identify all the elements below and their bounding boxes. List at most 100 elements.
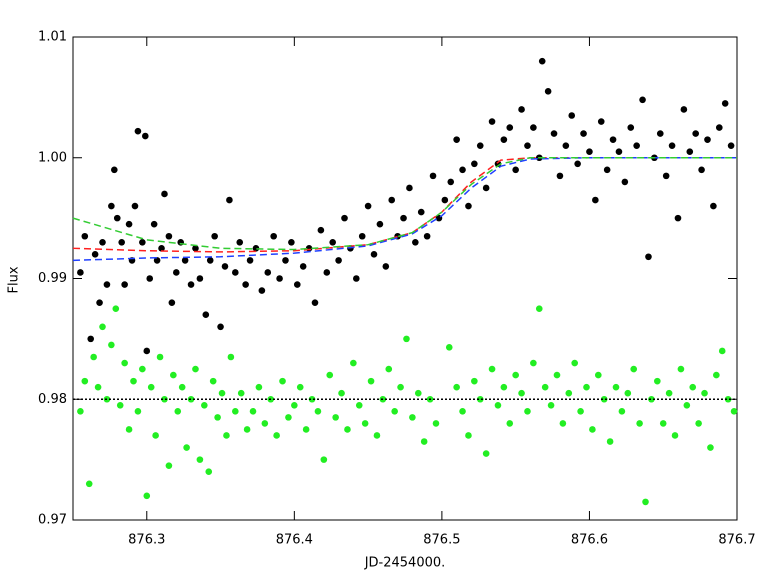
- data-point: [174, 408, 182, 415]
- data-point: [447, 178, 455, 186]
- data-point: [574, 160, 581, 168]
- data-point: [530, 124, 537, 131]
- model-line: [72, 157, 737, 253]
- data-point: [143, 492, 151, 500]
- x-tick-label: 876.6: [571, 533, 608, 548]
- data-point: [139, 238, 146, 246]
- data-point: [236, 238, 244, 246]
- data-point: [680, 106, 688, 113]
- data-point: [414, 389, 422, 397]
- data-point: [471, 160, 478, 168]
- data-point: [659, 420, 667, 427]
- data-point: [476, 395, 484, 403]
- data-point: [214, 414, 221, 421]
- data-point: [465, 432, 472, 439]
- data-point: [288, 238, 295, 246]
- data-point: [674, 214, 682, 222]
- data-point: [412, 238, 419, 246]
- data-point: [512, 166, 519, 174]
- data-point: [417, 208, 425, 216]
- data-point: [577, 408, 584, 415]
- data-point: [633, 142, 640, 149]
- x-tick-label: 876.5: [423, 533, 460, 548]
- data-point: [400, 214, 407, 222]
- data-point: [99, 238, 106, 246]
- data-point: [156, 353, 164, 361]
- data-point: [341, 214, 348, 222]
- data-point: [335, 257, 342, 264]
- data-point: [594, 371, 602, 379]
- data-point: [662, 172, 670, 180]
- data-point: [429, 172, 437, 180]
- data-point: [355, 401, 363, 409]
- data-point: [645, 253, 652, 261]
- y-tick-label: 1.00: [38, 150, 67, 165]
- data-point: [121, 359, 128, 367]
- data-point: [353, 275, 360, 282]
- data-point: [227, 353, 235, 361]
- data-point: [81, 232, 89, 240]
- data-point: [376, 220, 384, 228]
- data-point: [683, 401, 691, 409]
- data-point: [609, 136, 617, 143]
- data-point: [276, 275, 283, 282]
- data-point: [710, 202, 717, 210]
- data-point: [326, 371, 334, 379]
- data-point: [332, 414, 339, 421]
- data-point: [202, 311, 210, 319]
- data-point: [196, 275, 204, 282]
- data-point: [192, 365, 199, 373]
- data-point: [116, 401, 124, 409]
- data-point: [488, 118, 496, 125]
- data-point: [420, 438, 428, 445]
- data-point: [721, 100, 729, 107]
- data-point: [350, 359, 357, 367]
- data-point: [223, 432, 230, 439]
- data-point: [152, 432, 159, 439]
- data-point: [642, 498, 649, 506]
- data-point: [453, 136, 460, 143]
- data-point: [648, 395, 655, 403]
- data-point: [130, 377, 137, 385]
- data-point: [530, 359, 537, 367]
- data-point: [724, 395, 732, 403]
- data-point: [715, 124, 723, 131]
- plot-frame: [72, 36, 738, 521]
- data-point: [568, 112, 576, 119]
- data-point: [291, 401, 298, 409]
- data-point: [524, 408, 531, 415]
- data-point: [181, 257, 189, 264]
- model-line: [72, 157, 737, 262]
- data-point: [364, 202, 372, 210]
- data-point: [91, 251, 99, 258]
- data-point: [603, 166, 611, 174]
- data-point: [329, 238, 336, 246]
- data-point: [677, 365, 685, 373]
- data-point: [665, 389, 673, 397]
- data-point: [299, 263, 307, 270]
- data-point: [282, 257, 289, 264]
- data-point: [344, 426, 351, 433]
- data-point: [139, 365, 146, 373]
- data-point: [258, 287, 266, 294]
- data-point: [373, 432, 381, 439]
- data-point: [113, 214, 121, 222]
- data-point: [246, 257, 254, 264]
- data-point: [252, 245, 260, 252]
- data-point: [730, 408, 738, 415]
- data-point: [90, 353, 97, 361]
- data-point: [108, 341, 115, 349]
- data-point: [583, 383, 590, 391]
- data-point: [96, 299, 103, 306]
- data-point: [232, 269, 239, 276]
- data-point: [382, 263, 390, 270]
- data-point: [165, 232, 173, 240]
- data-point: [206, 257, 214, 264]
- data-point: [103, 281, 111, 288]
- data-point: [285, 414, 292, 421]
- data-point: [512, 371, 519, 379]
- data-point: [385, 365, 393, 373]
- data-point: [656, 130, 664, 137]
